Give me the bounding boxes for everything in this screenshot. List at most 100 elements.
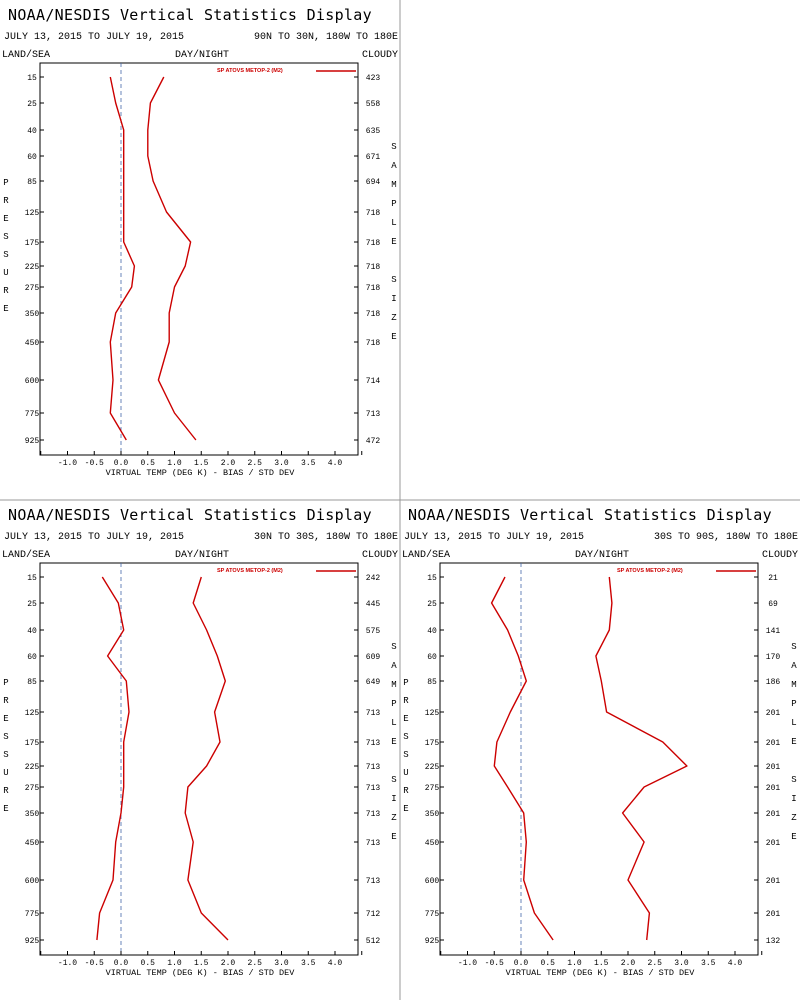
bias-series-line: [96, 576, 130, 941]
sample-size-label: 713: [366, 839, 381, 848]
sample-size-label: 575: [366, 627, 381, 636]
pressure-tick-label: 350: [25, 310, 40, 319]
sample-size-label: 718: [366, 339, 381, 348]
chart-panel-1: NOAA/NESDIS Vertical Statistics Display J…: [2, 6, 398, 478]
sample-size-label: 713: [366, 784, 381, 793]
land-sea-label: LAND/SEA: [2, 49, 50, 61]
chart-title: NOAA/NESDIS Vertical Statistics Display: [8, 6, 372, 24]
sample-size-label: 201: [766, 739, 781, 748]
x-tick-label: 1.5: [194, 459, 209, 468]
sample-size-label: 713: [366, 410, 381, 419]
sample-size-label: 69: [768, 600, 778, 609]
sample-size-label: 713: [366, 877, 381, 886]
sample-size-label: 201: [766, 810, 781, 819]
x-tick-label: 2.5: [648, 959, 663, 968]
sample-size-label: 714: [366, 377, 381, 386]
x-tick-label: 3.5: [301, 459, 316, 468]
sample-size-label: 423: [366, 74, 381, 83]
x-tick-label: 0.5: [141, 459, 156, 468]
x-tick-label: 1.0: [167, 959, 182, 968]
sample-size-label: 201: [766, 784, 781, 793]
x-tick-label: 3.5: [701, 959, 716, 968]
x-tick-label: 2.5: [248, 959, 263, 968]
region-label: 30S TO 90S, 180W TO 180E: [654, 532, 798, 543]
sample-size-label: 558: [366, 100, 381, 109]
x-tick-label: 3.5: [301, 959, 316, 968]
x-tick-label: 0.0: [114, 459, 129, 468]
sample-size-label: 718: [366, 284, 381, 293]
x-tick-label: 2.0: [221, 459, 236, 468]
sample-size-label: 201: [766, 763, 781, 772]
pressure-tick-label: 85: [27, 178, 37, 187]
x-tick-label: 4.0: [728, 959, 743, 968]
pressure-tick-label: 600: [425, 877, 440, 886]
pressure-tick-label: 600: [25, 877, 40, 886]
sample-size-label: 635: [366, 127, 381, 136]
sample-size-label: 132: [766, 937, 781, 946]
legend-label: SP ATOVS METOP-2 (M2): [617, 568, 683, 574]
pressure-tick-label: 40: [27, 627, 37, 636]
pressure-tick-label: 225: [25, 263, 40, 272]
x-tick-label: 2.0: [221, 959, 236, 968]
cloudy-label: CLOUDY: [362, 50, 398, 61]
x-tick-label: -1.0: [58, 959, 77, 968]
x-tick-label: -1.0: [458, 959, 477, 968]
sample-size-label: 186: [766, 678, 781, 687]
cloudy-label: CLOUDY: [762, 550, 798, 561]
chart-panel-3: NOAA/NESDIS Vertical Statistics Display J…: [402, 506, 798, 978]
x-tick-label: 0.5: [141, 959, 156, 968]
pressure-tick-label: 225: [425, 763, 440, 772]
x-tick-label: 3.0: [674, 959, 689, 968]
land-sea-label: LAND/SEA: [2, 549, 50, 561]
pressure-tick-label: 450: [25, 339, 40, 348]
sample-size-label: 242: [366, 574, 381, 583]
pressure-tick-label: 775: [25, 910, 40, 919]
x-tick-label: -0.5: [85, 959, 104, 968]
x-tick-label: 1.0: [567, 959, 582, 968]
pressure-tick-label: 450: [25, 839, 40, 848]
plot-frame: [439, 562, 759, 956]
sample-size-label: 512: [366, 937, 381, 946]
date-range: JULY 13, 2015 TO JULY 19, 2015: [4, 532, 184, 543]
std-dev-series-line: [147, 76, 197, 441]
x-tick-label: 0.0: [514, 959, 529, 968]
sample-size-label: 713: [366, 739, 381, 748]
x-axis-label: VIRTUAL TEMP (DEG K) - BIAS / STD DEV: [106, 968, 296, 978]
sample-size-label: 718: [366, 263, 381, 272]
day-night-label: DAY/NIGHT: [575, 549, 629, 561]
day-night-label: DAY/NIGHT: [175, 49, 229, 61]
region-label: 90N TO 30N, 180W TO 180E: [254, 32, 398, 43]
sample-size-label: 718: [366, 310, 381, 319]
bias-series-line: [490, 576, 554, 941]
x-tick-label: 1.5: [194, 959, 209, 968]
x-tick-label: 2.0: [621, 959, 636, 968]
x-tick-label: 2.5: [248, 459, 263, 468]
x-tick-label: 1.5: [594, 959, 609, 968]
pressure-tick-label: 175: [425, 739, 440, 748]
sample-size-label: 201: [766, 877, 781, 886]
pressure-tick-label: 775: [425, 910, 440, 919]
std-dev-series-line: [184, 576, 229, 941]
sample-size-label: 713: [366, 763, 381, 772]
sample-size-label: 445: [366, 600, 381, 609]
pressure-tick-label: 775: [25, 410, 40, 419]
pressure-tick-label: 175: [25, 739, 40, 748]
pressure-tick-label: 450: [425, 839, 440, 848]
pressure-tick-label: 275: [425, 784, 440, 793]
sample-size-label: 201: [766, 910, 781, 919]
pressure-tick-label: 925: [425, 937, 440, 946]
sample-size-label: 201: [766, 709, 781, 718]
pressure-tick-label: 275: [25, 784, 40, 793]
chart-title: NOAA/NESDIS Vertical Statistics Display: [408, 506, 772, 524]
pressure-tick-label: 15: [27, 74, 37, 83]
pressure-tick-label: 85: [427, 678, 437, 687]
pressure-tick-label: 60: [27, 653, 37, 662]
legend-label: SP ATOVS METOP-2 (M2): [217, 68, 283, 74]
plot-frame: [39, 62, 359, 456]
x-tick-label: 1.0: [167, 459, 182, 468]
x-tick-label: 4.0: [328, 959, 343, 968]
